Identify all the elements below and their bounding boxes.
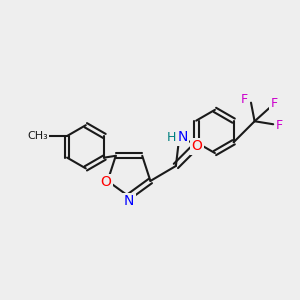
Text: O: O [101, 176, 112, 190]
Text: N: N [124, 194, 134, 208]
Text: F: F [241, 93, 248, 106]
Text: F: F [276, 119, 284, 132]
Text: H: H [167, 131, 176, 144]
Text: N: N [177, 130, 188, 145]
Text: O: O [191, 140, 202, 154]
Text: CH₃: CH₃ [28, 131, 48, 141]
Text: F: F [271, 97, 278, 110]
